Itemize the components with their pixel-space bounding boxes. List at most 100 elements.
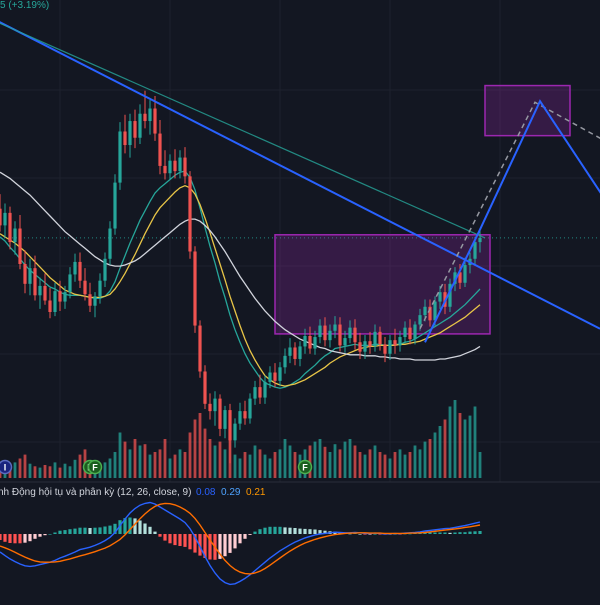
candle-body: [208, 403, 212, 412]
candle-body: [163, 165, 167, 174]
volume-bar: [143, 444, 147, 478]
descending-trendline: [0, 21, 600, 330]
volume-bar: [473, 406, 477, 478]
macd-histogram-bar: [263, 527, 267, 534]
macd-histogram-bar: [433, 532, 437, 534]
volume-bar: [348, 439, 352, 478]
candle-body: [438, 292, 442, 302]
volume-bar: [388, 458, 392, 478]
volume-bar: [318, 439, 322, 478]
volume-bar: [43, 465, 47, 478]
macd-histogram-bar: [133, 518, 137, 534]
macd-histogram-bar: [143, 523, 147, 534]
macd-histogram-bar: [408, 533, 412, 535]
macd-histogram-bar: [83, 527, 87, 534]
macd-histogram-bar: [158, 534, 162, 537]
signal-value: 0.29: [221, 487, 241, 498]
range-box: [274, 234, 491, 335]
macd-histogram-bar: [28, 534, 32, 542]
macd-histogram-bar: [113, 523, 117, 534]
candle-body: [28, 268, 32, 284]
macd-histogram-bar: [318, 530, 322, 534]
candle-body: [298, 346, 302, 359]
candle-body: [103, 258, 107, 281]
candle-body: [248, 398, 252, 419]
secondary-trendline: [0, 22, 486, 239]
signal-line: [0, 502, 481, 575]
macd-histogram-bar: [448, 532, 452, 534]
candle-body: [223, 410, 227, 429]
macd-histogram-bar: [128, 517, 132, 534]
macd-title: nh Động hội tụ và phân kỳ (12, 26, close…: [0, 487, 191, 498]
macd-histogram-bar: [118, 520, 122, 534]
candle-body: [388, 340, 392, 354]
candle-body: [453, 272, 457, 284]
candle-body: [373, 331, 377, 347]
volume-bar: [148, 454, 152, 478]
macd-histogram-bar: [98, 527, 102, 534]
candle-body: [408, 327, 412, 340]
volume-bar: [128, 449, 132, 478]
volume-bar: [153, 452, 157, 478]
range-rectangles[interactable]: [274, 84, 571, 335]
candle-body: [88, 294, 92, 306]
candle-body: [218, 398, 222, 429]
macd-histogram-bar: [178, 534, 182, 546]
volume-bar: [328, 452, 332, 478]
volume-bar: [438, 426, 442, 478]
macd-histogram-bar: [38, 534, 42, 537]
volume-bar: [478, 452, 482, 478]
volume-bar: [73, 459, 77, 478]
volume-bar: [158, 449, 162, 478]
macd-histogram-bar: [438, 532, 442, 534]
candle-body: [43, 285, 47, 301]
candle-body: [418, 315, 422, 325]
volume-bars: [0, 400, 482, 478]
candle-body: [268, 372, 272, 382]
event-markers[interactable]: IFFF: [0, 459, 313, 475]
candle-body: [93, 296, 97, 306]
macd-histogram-bar: [458, 532, 462, 534]
trendlines[interactable]: [0, 15, 600, 343]
candle-body: [48, 300, 52, 312]
macd-histogram-bar: [298, 528, 302, 534]
macd-histogram-bar: [393, 534, 397, 535]
macd-histogram-bar: [93, 527, 97, 534]
candle-body: [243, 411, 247, 419]
candle-body: [378, 331, 382, 345]
volume-bar: [38, 467, 42, 478]
candle-body: [278, 367, 282, 381]
volume-bar: [168, 458, 172, 478]
macd-histogram-bar: [253, 531, 257, 534]
macd-histogram-bar: [73, 528, 77, 534]
macd-histogram-bar: [173, 534, 177, 546]
volume-bar: [258, 449, 262, 478]
volume-bar: [133, 439, 137, 478]
macd-histogram-bar: [258, 529, 262, 534]
event-marker: [87, 459, 103, 475]
candle-body: [478, 237, 482, 243]
macd-histogram-bar: [3, 534, 7, 542]
candle-body: [338, 324, 342, 346]
volume-bar: [418, 449, 422, 478]
macd-histogram-bar: [88, 528, 92, 534]
volume-bar: [58, 467, 62, 478]
volume-bar: [363, 454, 367, 478]
volume-bar: [243, 452, 247, 478]
candle-body: [33, 268, 37, 296]
volume-bar: [413, 445, 417, 478]
candle-body: [273, 372, 277, 381]
macd-histogram-bar: [138, 520, 142, 534]
volume-bar: [283, 439, 287, 478]
macd-histogram-bar: [238, 534, 242, 544]
macd-histogram-bar: [468, 531, 472, 534]
volume-bar: [353, 445, 357, 478]
candle-body: [353, 327, 357, 343]
event-marker-label: F: [92, 463, 98, 473]
macd-histogram-bar: [228, 534, 232, 553]
candle-body: [73, 261, 77, 275]
candle-body: [158, 133, 162, 166]
candle-body: [143, 113, 147, 122]
